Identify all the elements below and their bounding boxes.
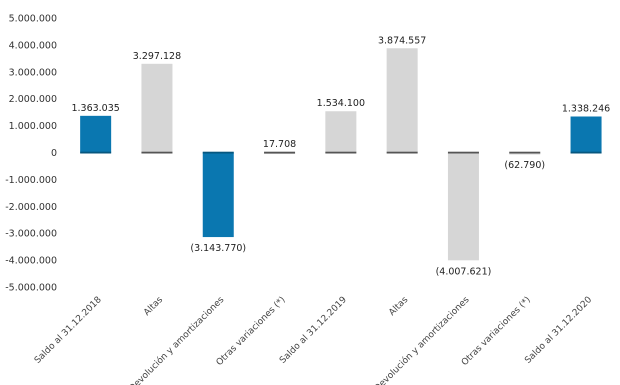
bar-baseline	[509, 151, 541, 154]
data-label: 1.363.035	[71, 103, 119, 114]
bar-baseline	[570, 151, 602, 154]
bar	[80, 115, 112, 153]
y-tick-label: -4.000.000	[5, 256, 57, 267]
y-tick-label: -2.000.000	[5, 202, 57, 213]
bar-baseline	[202, 151, 234, 154]
bar	[386, 48, 418, 153]
data-label: (3.143.770)	[190, 243, 246, 254]
data-label: 3.297.128	[133, 51, 181, 62]
bar	[325, 111, 357, 153]
data-label: 1.338.246	[562, 104, 610, 115]
bar-baseline	[141, 151, 173, 154]
y-tick-label: 4.000.000	[9, 40, 57, 51]
category-label: Saldo al 31.12.2019	[278, 295, 349, 366]
bar	[570, 116, 602, 153]
bar-baseline	[447, 151, 479, 154]
bar	[202, 152, 234, 238]
y-tick-label: -5.000.000	[5, 283, 57, 294]
bar-baseline	[386, 151, 418, 154]
category-label: Otras variaciones (*)	[460, 295, 533, 368]
category-label: Altas	[142, 295, 165, 318]
bar	[447, 152, 479, 261]
y-axis-ticks: 5.000.000 4.000.000 3.000.000 2.000.000 1.00…	[5, 14, 57, 294]
bar-baseline	[325, 151, 357, 154]
bars	[80, 48, 602, 261]
category-label: Altas	[387, 295, 410, 318]
y-tick-label: 2.000.000	[9, 94, 57, 105]
y-tick-label: 3.000.000	[9, 67, 57, 78]
category-label: Devolución y amortizaciones	[127, 294, 227, 385]
data-label: 17.708	[263, 139, 296, 150]
data-labels: 1.363.035 3.297.128 (3.143.770) 17.708 1.534…	[71, 35, 610, 277]
category-label: Otras variaciones (*)	[215, 295, 288, 368]
category-label: Saldo al 31.12.2020	[523, 295, 594, 366]
bar-baseline	[80, 151, 112, 154]
data-label: 3.874.557	[378, 35, 426, 46]
y-tick-label: 0	[51, 148, 57, 159]
y-tick-label: 5.000.000	[9, 14, 57, 25]
bar	[141, 63, 173, 153]
data-label: (4.007.621)	[436, 266, 492, 277]
y-tick-label: -3.000.000	[5, 229, 57, 240]
data-label: 1.534.100	[317, 98, 365, 109]
bar-baseline	[264, 151, 296, 154]
category-label: Devolución y amortizaciones	[372, 294, 472, 385]
y-tick-label: 1.000.000	[9, 121, 57, 132]
y-tick-label: -1.000.000	[5, 175, 57, 186]
category-label: Saldo al 31.12.2018	[33, 295, 104, 366]
data-label: (62.790)	[504, 160, 545, 171]
